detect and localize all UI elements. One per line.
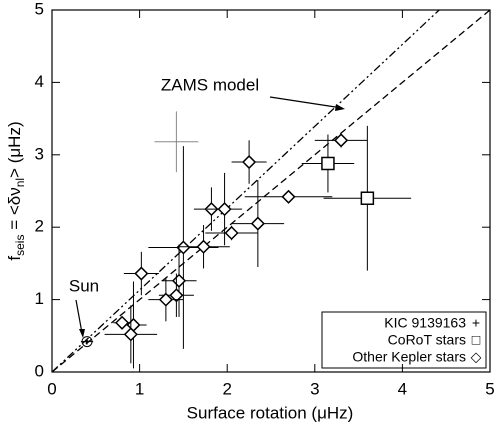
y-tick-label: 3 [35, 144, 44, 163]
diamond-marker [242, 154, 257, 170]
square-marker [360, 191, 375, 205]
legend-symbol: + [472, 315, 480, 331]
x-tick-label: 5 [485, 379, 494, 398]
diamond-marker [196, 239, 211, 254]
legend-label: KIC 9139163 [384, 315, 466, 331]
diamond-marker [281, 189, 296, 204]
legend-symbol: □ [472, 332, 481, 348]
annotation-arrow [75, 299, 83, 334]
legend-box [321, 311, 487, 369]
y-axis-label: fseis = <δνnl> (μHz) [5, 121, 27, 260]
y-tick-label: 5 [35, 0, 44, 18]
annotation-arrow [269, 96, 343, 109]
legend-label: CoRoT stars [388, 332, 466, 348]
y-tick-label: 0 [35, 361, 44, 380]
plot-frame [51, 9, 491, 373]
y-label-part: > (μHz) [5, 121, 24, 178]
x-tick-label: 0 [47, 379, 56, 398]
x-axis-label: Surface rotation (μHz) [187, 403, 354, 422]
y-tick-label: 2 [35, 217, 44, 236]
square-marker [321, 156, 335, 171]
diamond-marker [115, 315, 130, 330]
y-tick-label: 1 [35, 289, 44, 308]
model-line [51, 9, 491, 373]
y-label-part: f [5, 256, 24, 261]
x-tick-label: 4 [398, 379, 407, 398]
annotation: ZAMS model [161, 75, 259, 94]
x-tick-label: 1 [135, 379, 144, 398]
sun-marker-dot [85, 340, 89, 344]
x-tick-label: 3 [310, 379, 319, 398]
arrow-head [79, 329, 85, 338]
diamond-marker [224, 225, 239, 241]
diamond-marker [134, 266, 149, 281]
diamond-marker [123, 327, 138, 342]
model-line [51, 9, 440, 373]
y-label-sub: seis [13, 235, 27, 256]
arrow-head [335, 104, 345, 111]
diamond-marker [250, 216, 265, 231]
legend-symbol: ◇ [471, 349, 482, 365]
diamond-marker [169, 288, 184, 303]
y-tick-label: 4 [35, 72, 44, 91]
diamond-marker [158, 292, 173, 307]
x-tick-label: 2 [222, 379, 231, 398]
legend-label: Other Kepler stars [352, 349, 466, 365]
sun-marker [81, 336, 93, 348]
y-label-part: = <δν [5, 187, 24, 234]
y-label-sub: nl [13, 178, 27, 187]
diamond-marker [217, 202, 232, 217]
diamond-marker [334, 133, 349, 148]
annotation: Sun [69, 276, 99, 295]
plus-center [175, 140, 178, 143]
